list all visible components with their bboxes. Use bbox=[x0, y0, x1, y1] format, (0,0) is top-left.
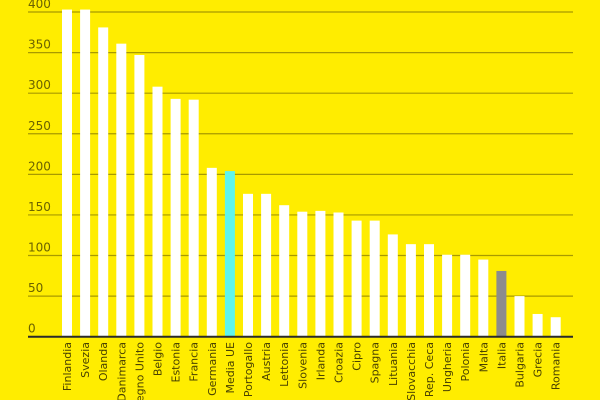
y-tick-label: 350 bbox=[28, 38, 51, 52]
y-tick-label: 300 bbox=[28, 78, 51, 92]
x-tick-label: Cipro bbox=[351, 342, 364, 371]
y-tick-label: 0 bbox=[28, 322, 36, 336]
bar-slovacchia bbox=[405, 244, 416, 337]
x-tick-label: Malta bbox=[477, 342, 490, 372]
bar-irlanda bbox=[315, 210, 326, 337]
bar-portogallo bbox=[243, 193, 253, 337]
bar-spagna bbox=[369, 220, 380, 337]
bar-estonia bbox=[170, 98, 181, 337]
bar-ungheria bbox=[442, 254, 453, 337]
y-tick-label: 200 bbox=[28, 159, 51, 173]
bar-media-ue bbox=[224, 171, 235, 337]
x-tick-label: Slovenia bbox=[296, 342, 309, 389]
bar-lituania bbox=[387, 234, 398, 337]
y-tick-label: 150 bbox=[28, 200, 51, 214]
y-tick-label: 50 bbox=[28, 281, 43, 295]
x-tick-label: Francia bbox=[188, 342, 201, 382]
x-tick-label: Romania bbox=[550, 342, 563, 390]
x-tick-label: Bulgaria bbox=[514, 342, 527, 388]
x-tick-label: Lettonia bbox=[278, 342, 291, 387]
bar-malta bbox=[478, 259, 489, 337]
y-tick-label: 250 bbox=[28, 119, 51, 133]
bar-germania bbox=[206, 167, 217, 337]
x-tick-label: Regno Unito bbox=[133, 342, 146, 400]
bar-italia bbox=[496, 270, 507, 337]
x-tick-label: Italia bbox=[495, 342, 508, 369]
x-tick-label: Slovacchia bbox=[405, 342, 418, 400]
bar-olanda bbox=[98, 27, 109, 337]
x-tick-label: Rep. Ceca bbox=[423, 342, 436, 397]
x-tick-label: Media UE bbox=[224, 342, 237, 394]
x-tick-label: Germania bbox=[206, 342, 219, 396]
bar-cipro bbox=[351, 220, 362, 337]
bar-austria bbox=[261, 193, 272, 337]
bar-finlandia bbox=[62, 9, 72, 337]
x-tick-label: Belgio bbox=[152, 342, 165, 376]
bar-slovenia bbox=[297, 211, 308, 337]
x-tick-label: Finlandia bbox=[61, 342, 74, 391]
bar-rep-ceca bbox=[424, 244, 434, 337]
x-tick-label: Lituania bbox=[387, 342, 400, 386]
bar-belgio bbox=[152, 86, 163, 337]
x-tick-label: Svezia bbox=[79, 342, 92, 378]
bar-regno-unito bbox=[134, 55, 145, 337]
bar-bulgaria bbox=[514, 296, 525, 337]
x-tick-label: Grecia bbox=[532, 342, 545, 377]
x-tick-label: Spagna bbox=[369, 342, 382, 383]
bar-grecia bbox=[532, 313, 543, 337]
x-tick-label: Austria bbox=[260, 342, 273, 381]
bar-romania bbox=[550, 317, 561, 337]
bar-lettonia bbox=[279, 205, 290, 337]
x-tick-label: Ungheria bbox=[441, 342, 454, 392]
y-tick-label: 100 bbox=[28, 241, 51, 255]
bar-francia bbox=[188, 99, 199, 337]
x-tick-label: Danimarca bbox=[115, 342, 128, 400]
bar-svezia bbox=[80, 9, 91, 337]
bar-croazia bbox=[333, 212, 344, 337]
y-tick-label: 400 bbox=[28, 0, 51, 11]
x-tick-label: Estonia bbox=[170, 342, 183, 383]
x-tick-label: Irlanda bbox=[314, 342, 327, 380]
x-tick-label: Croazia bbox=[333, 342, 346, 383]
x-tick-label: Olanda bbox=[97, 342, 110, 381]
x-tick-label: Portogallo bbox=[242, 342, 255, 397]
bar-danimarca bbox=[116, 43, 127, 337]
bar-polonia bbox=[460, 254, 471, 337]
x-tick-label: Polonia bbox=[459, 342, 472, 382]
